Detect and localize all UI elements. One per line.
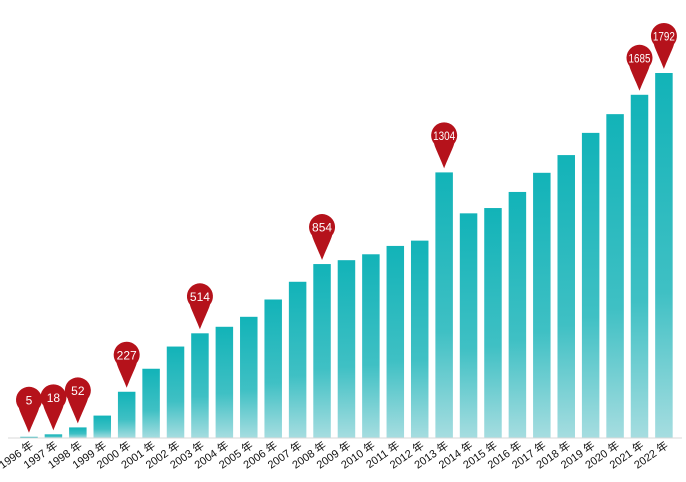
value-pin-4: 227 xyxy=(113,341,140,388)
pin-value-label: 5 xyxy=(26,393,33,407)
pin-value-label: 52 xyxy=(71,384,85,398)
value-pin-26: 1792 xyxy=(650,22,677,69)
bar-11 xyxy=(288,281,307,438)
bar-18 xyxy=(459,213,478,438)
bar-9 xyxy=(240,316,258,438)
pin-value-label: 227 xyxy=(117,348,137,362)
bar-10 xyxy=(264,299,282,438)
bar-25 xyxy=(630,94,649,438)
bar-26 xyxy=(655,73,673,438)
bar-6 xyxy=(166,346,185,438)
value-pin-0: 5 xyxy=(15,386,43,433)
bar-22 xyxy=(557,155,575,438)
pin-marker xyxy=(309,214,336,261)
value-pin-17: 1304 xyxy=(431,122,458,169)
bar-1 xyxy=(44,434,63,438)
bar-5 xyxy=(142,368,160,438)
bar-20 xyxy=(508,191,527,438)
value-pin-12: 854 xyxy=(309,214,336,261)
bar-2 xyxy=(69,427,87,438)
value-pin-2: 52 xyxy=(64,377,91,424)
bar-4 xyxy=(117,391,136,438)
pin-marker xyxy=(40,384,67,431)
bar-13 xyxy=(337,260,356,438)
pin-marker xyxy=(64,377,91,424)
pin-marker xyxy=(626,44,653,91)
bar-21 xyxy=(533,172,551,439)
value-pin-25: 1685 xyxy=(626,44,653,91)
pin-value-label: 514 xyxy=(190,290,210,304)
pin-marker xyxy=(186,283,213,330)
bar-8 xyxy=(215,326,234,438)
pin-marker xyxy=(431,122,458,169)
value-pin-1: 18 xyxy=(40,384,67,431)
bar-3 xyxy=(93,415,112,438)
pin-marker xyxy=(15,386,43,433)
bar-23 xyxy=(581,132,600,438)
bar-7 xyxy=(191,333,209,438)
bar-14 xyxy=(362,254,380,438)
pin-marker xyxy=(650,22,677,69)
bar-12 xyxy=(313,264,331,438)
pin-marker xyxy=(113,341,140,388)
bar-15 xyxy=(386,245,405,438)
bar-24 xyxy=(606,114,624,438)
bar-17 xyxy=(435,172,453,438)
pin-value-label: 18 xyxy=(47,391,61,405)
pin-value-label: 1792 xyxy=(653,30,675,44)
bar-19 xyxy=(484,208,502,438)
value-pin-7: 514 xyxy=(186,283,213,330)
pin-value-label: 1685 xyxy=(629,51,651,65)
bars-group xyxy=(20,73,673,439)
bar-16 xyxy=(410,240,429,438)
bar-0 xyxy=(20,436,38,438)
pin-value-label: 1304 xyxy=(433,129,455,143)
pin-value-label: 854 xyxy=(312,221,332,235)
